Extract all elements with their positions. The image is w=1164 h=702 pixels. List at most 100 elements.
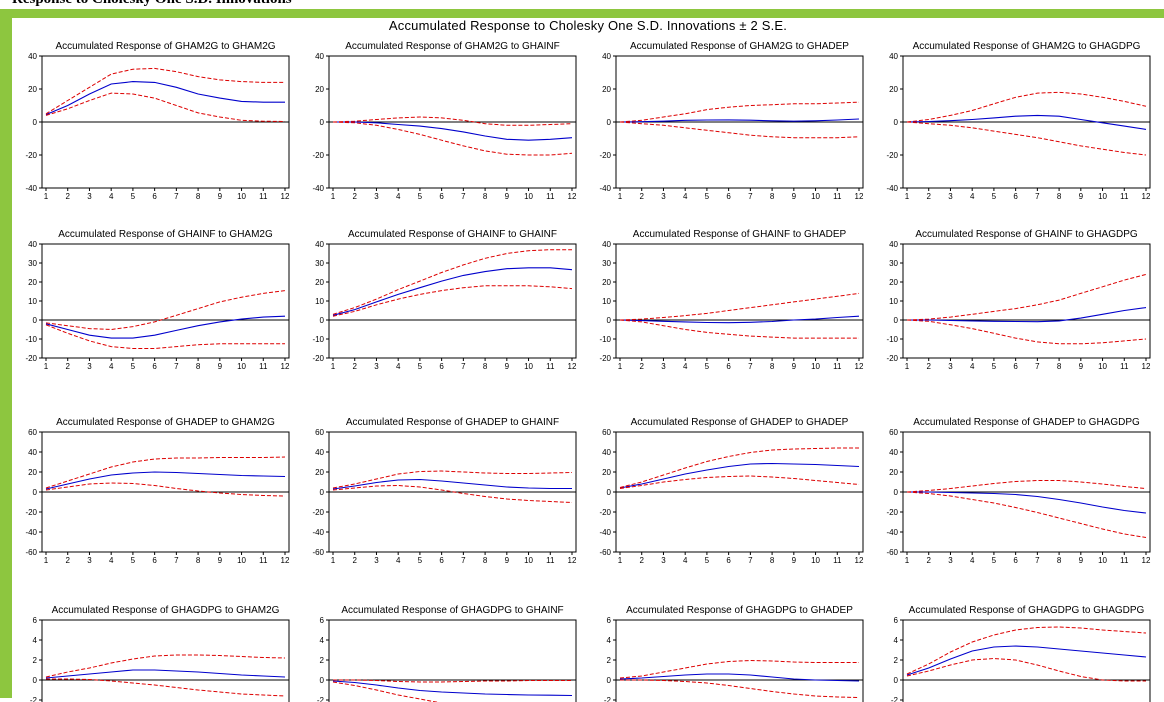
x-tick-label: 1 — [905, 362, 910, 371]
y-tick-label: -40 — [599, 528, 611, 537]
lower-band-line — [45, 324, 285, 349]
x-tick-label: 10 — [524, 362, 533, 371]
x-tick-label: 6 — [1013, 556, 1018, 565]
y-tick-label: -10 — [25, 335, 37, 344]
x-tick-label: 8 — [196, 556, 201, 565]
y-tick-label: -10 — [599, 335, 611, 344]
y-tick-label: 4 — [320, 636, 325, 645]
y-tick-label: 20 — [315, 278, 324, 287]
y-tick-label: -20 — [312, 508, 324, 517]
y-tick-label: 0 — [607, 316, 612, 325]
x-tick-label: 3 — [87, 362, 92, 371]
x-tick-label: 10 — [1098, 556, 1107, 565]
y-tick-label: 20 — [315, 85, 324, 94]
y-tick-label: -10 — [886, 335, 898, 344]
upper-band-line — [906, 626, 1147, 675]
lower-band-line — [619, 475, 860, 489]
response-line — [619, 315, 860, 324]
y-tick-label: -40 — [599, 184, 611, 193]
y-tick-label: 0 — [320, 316, 325, 325]
lower-band-line — [45, 482, 286, 497]
y-tick-label: -60 — [312, 548, 324, 557]
x-tick-label: 12 — [568, 362, 577, 371]
x-tick-label: 6 — [439, 192, 444, 201]
y-tick-label: 4 — [607, 636, 612, 645]
figure-frame: Accumulated Response to Cholesky One S.D… — [0, 9, 1164, 702]
x-tick-label: 3 — [374, 362, 379, 371]
y-tick-label: 40 — [889, 240, 898, 249]
y-tick-label: 0 — [894, 488, 899, 497]
y-tick-label: 60 — [315, 428, 324, 437]
y-tick-label: -40 — [312, 528, 324, 537]
x-tick-label: 11 — [546, 556, 555, 565]
irf-grid: Accumulated Response of GHAM2G to GHAM2G… — [25, 41, 1151, 702]
x-tick-label: 6 — [1013, 362, 1018, 371]
x-tick-label: 10 — [524, 556, 533, 565]
x-tick-label: 6 — [1013, 192, 1018, 201]
lower-band-line — [619, 121, 860, 139]
x-tick-label: 6 — [152, 362, 157, 371]
response-line — [619, 673, 860, 682]
x-tick-label: 2 — [927, 192, 932, 201]
x-tick-label: 3 — [948, 556, 953, 565]
y-tick-label: 40 — [315, 448, 324, 457]
x-tick-label: 6 — [152, 556, 157, 565]
upper-band-line — [906, 480, 1147, 493]
x-tick-label: 2 — [640, 192, 645, 201]
response-line — [45, 669, 286, 679]
upper-band-line — [619, 447, 859, 488]
x-tick-label: 9 — [218, 192, 223, 201]
y-tick-label: -2 — [891, 696, 899, 702]
panel-title: Accumulated Response of GHAINF to GHAGDP… — [915, 229, 1138, 240]
x-tick-label: 4 — [109, 556, 114, 565]
panel-title: Accumulated Response of GHADEP to GHAGDP… — [913, 417, 1140, 428]
y-tick-label: 6 — [33, 616, 38, 625]
x-tick-label: 1 — [44, 556, 49, 565]
y-tick-label: 20 — [28, 85, 37, 94]
y-tick-label: 60 — [889, 428, 898, 437]
x-tick-label: 1 — [331, 192, 336, 201]
x-tick-label: 9 — [792, 362, 797, 371]
y-tick-label: 20 — [602, 85, 611, 94]
response-line — [619, 118, 860, 123]
response-line — [907, 307, 1147, 323]
plot-frame — [328, 243, 577, 359]
x-tick-label: 10 — [811, 362, 820, 371]
x-tick-label: 8 — [770, 556, 775, 565]
x-tick-label: 3 — [374, 556, 379, 565]
panel-title: Accumulated Response of GHAINF to GHAM2G — [58, 229, 273, 240]
x-tick-label: 2 — [640, 362, 645, 371]
x-tick-label: 7 — [748, 362, 753, 371]
x-tick-label: 2 — [640, 556, 645, 565]
x-tick-label: 12 — [281, 362, 290, 371]
x-tick-label: 9 — [1079, 192, 1084, 201]
lower-band-line — [906, 657, 1146, 682]
y-tick-label: 40 — [602, 52, 611, 61]
x-tick-label: 1 — [618, 556, 623, 565]
irf-panel: Accumulated Response of GHAGDPG to GHADE… — [604, 605, 864, 702]
y-tick-label: 40 — [889, 52, 898, 61]
upper-band-line — [332, 249, 572, 315]
plot-frame — [615, 243, 864, 359]
upper-band-line — [332, 116, 573, 126]
y-tick-label: -20 — [599, 354, 611, 363]
x-tick-label: 7 — [461, 192, 466, 201]
y-tick-label: 0 — [33, 676, 38, 685]
x-tick-label: 1 — [618, 362, 623, 371]
y-tick-label: -20 — [312, 354, 324, 363]
y-tick-label: 0 — [33, 316, 38, 325]
x-tick-label: 12 — [281, 556, 290, 565]
figure-panel: Accumulated Response to Cholesky One S.D… — [12, 18, 1164, 702]
plot-frame — [902, 619, 1151, 702]
x-tick-label: 1 — [618, 192, 623, 201]
y-tick-label: 20 — [889, 278, 898, 287]
upper-band-line — [619, 659, 859, 679]
y-tick-label: -10 — [312, 335, 324, 344]
x-tick-label: 9 — [792, 556, 797, 565]
y-tick-label: 20 — [602, 468, 611, 477]
upper-band-line — [45, 67, 285, 115]
x-tick-label: 9 — [792, 192, 797, 201]
plot-frame — [41, 243, 290, 359]
x-tick-label: 3 — [661, 556, 666, 565]
upper-band-line — [45, 456, 286, 489]
